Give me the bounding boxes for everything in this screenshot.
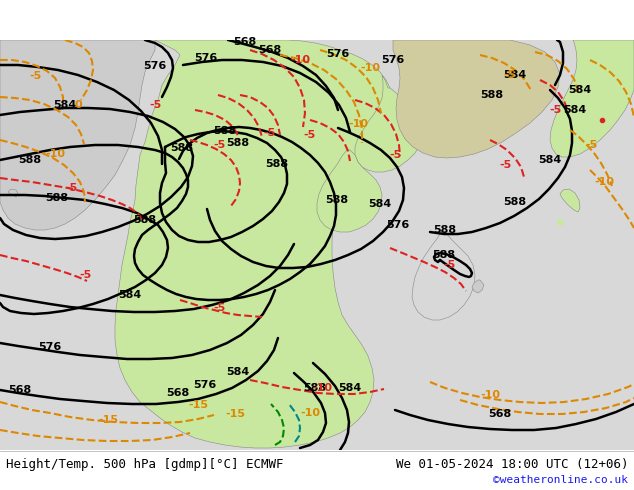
Text: -15: -15 — [225, 409, 245, 419]
Text: 588: 588 — [46, 193, 68, 203]
Polygon shape — [317, 150, 382, 232]
Text: 584: 584 — [53, 100, 77, 110]
Text: 588: 588 — [266, 159, 288, 169]
Text: 576: 576 — [382, 55, 404, 65]
Text: 588: 588 — [325, 195, 349, 205]
Text: -5: -5 — [499, 160, 511, 170]
Text: 568: 568 — [488, 409, 512, 419]
Text: 584: 584 — [226, 367, 250, 377]
Text: 588: 588 — [226, 138, 250, 148]
Text: 588: 588 — [133, 215, 157, 225]
Text: -5: -5 — [79, 270, 91, 280]
Text: 588: 588 — [171, 143, 193, 153]
Text: ©weatheronline.co.uk: ©weatheronline.co.uk — [493, 475, 628, 485]
Text: We 01-05-2024 18:00 UTC (12+06): We 01-05-2024 18:00 UTC (12+06) — [396, 458, 628, 470]
Text: 576: 576 — [195, 53, 217, 63]
Text: -5: -5 — [549, 105, 561, 115]
Polygon shape — [550, 40, 634, 157]
Text: -5: -5 — [389, 150, 401, 160]
Text: 576: 576 — [327, 49, 349, 59]
Text: 576: 576 — [143, 61, 167, 71]
Text: 588: 588 — [434, 225, 456, 235]
Text: -5: -5 — [304, 130, 316, 140]
Text: -10: -10 — [348, 119, 368, 129]
Text: -10: -10 — [480, 390, 500, 400]
Polygon shape — [115, 40, 392, 448]
Polygon shape — [393, 40, 560, 158]
Polygon shape — [560, 189, 580, 212]
Text: -10: -10 — [594, 177, 614, 187]
Text: 568: 568 — [259, 45, 281, 55]
Text: 588: 588 — [304, 383, 327, 393]
Text: 588: 588 — [18, 155, 42, 165]
Text: -10: -10 — [300, 408, 320, 418]
Text: -5: -5 — [504, 70, 516, 80]
Polygon shape — [8, 189, 18, 197]
Text: 588: 588 — [481, 90, 503, 100]
Text: -10: -10 — [45, 149, 65, 159]
Text: -15: -15 — [188, 400, 208, 410]
Text: 576: 576 — [386, 220, 410, 230]
Text: 576: 576 — [39, 342, 61, 352]
Text: 588: 588 — [503, 197, 527, 207]
Text: 588: 588 — [214, 126, 236, 136]
Text: -10: -10 — [360, 63, 380, 73]
Text: 576: 576 — [193, 380, 217, 390]
Text: 568: 568 — [233, 37, 257, 47]
Text: 584: 584 — [368, 199, 392, 209]
Polygon shape — [355, 75, 423, 172]
Text: -5: -5 — [264, 128, 276, 138]
Text: 584: 584 — [119, 290, 141, 300]
Text: 584: 584 — [568, 85, 592, 95]
Text: Height/Temp. 500 hPa [gdmp][°C] ECMWF: Height/Temp. 500 hPa [gdmp][°C] ECMWF — [6, 458, 283, 470]
Text: -5: -5 — [30, 71, 42, 81]
Text: -5: -5 — [66, 183, 78, 193]
Text: 588: 588 — [432, 250, 456, 260]
Text: 584: 584 — [538, 155, 562, 165]
Text: 0: 0 — [74, 100, 82, 110]
Text: 584: 584 — [339, 383, 361, 393]
Polygon shape — [412, 230, 475, 320]
Text: -15: -15 — [98, 415, 118, 425]
Text: 584: 584 — [503, 70, 527, 80]
Text: -5: -5 — [214, 140, 226, 150]
Polygon shape — [0, 40, 155, 230]
Polygon shape — [472, 280, 484, 293]
Text: -10: -10 — [290, 55, 310, 65]
Text: -5: -5 — [214, 303, 226, 313]
Text: -10: -10 — [312, 383, 332, 393]
Text: 584: 584 — [564, 105, 586, 115]
Text: -5: -5 — [444, 260, 456, 270]
Text: 568: 568 — [8, 385, 32, 395]
Text: 568: 568 — [166, 388, 190, 398]
Text: -5: -5 — [586, 140, 598, 150]
Text: -5: -5 — [149, 100, 161, 110]
